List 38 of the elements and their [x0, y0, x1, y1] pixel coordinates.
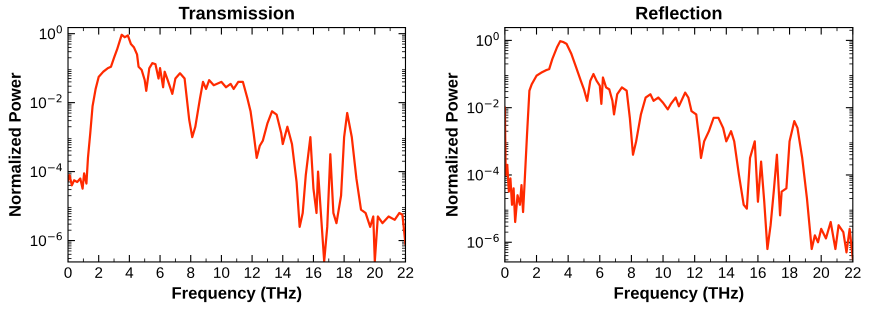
- y-tick-label: 10$^{−6}$: [468, 234, 499, 248]
- x-tick-label: 10: [656, 267, 671, 278]
- x-tick-label: 6: [596, 267, 604, 278]
- x-tick-label: 14: [718, 267, 734, 278]
- x-tick-label: 2: [95, 267, 102, 278]
- x-tick-label: 4: [125, 267, 134, 278]
- y-tick-label: 10$^{0}$: [40, 25, 62, 40]
- x-tick-label: 14: [275, 267, 291, 278]
- y-tick-label: 10$^{−2}$: [468, 99, 498, 114]
- x-tick-label: 18: [782, 267, 798, 278]
- y-axis-title: Normalized Power: [8, 72, 21, 216]
- x-tick-label: 20: [367, 267, 383, 278]
- x-tick-label: 18: [336, 267, 352, 278]
- x-tick-label: 16: [750, 267, 766, 278]
- x-tick-label: 12: [244, 267, 260, 278]
- x-tick-label: 6: [156, 267, 164, 278]
- x-tick-label: 2: [533, 267, 540, 278]
- x-axis-title: Frequency (THz): [614, 286, 744, 302]
- x-axis-title: Frequency (THz): [172, 286, 302, 302]
- x-tick-label: 4: [564, 267, 572, 278]
- x-tick-label: 22: [398, 267, 414, 278]
- y-tick-label: 10$^{−4}$: [468, 166, 499, 181]
- y-tick-label: 10$^{−2}$: [30, 94, 62, 108]
- y-tick-label: 10$^{−4}$: [30, 163, 62, 178]
- x-tick-label: 10: [214, 267, 230, 278]
- x-tick-label: 12: [687, 267, 702, 278]
- x-tick-label: 8: [628, 267, 635, 278]
- x-tick-label: 0: [64, 267, 72, 278]
- y-tick-label: 10$^{0}$: [476, 32, 499, 46]
- x-tick-label: 0: [501, 267, 509, 278]
- y-tick-label: 10$^{−6}$: [30, 232, 62, 246]
- chart-title: Transmission: [178, 6, 294, 20]
- x-tick-label: 8: [187, 267, 194, 278]
- x-tick-label: 16: [306, 267, 322, 278]
- x-tick-label: 20: [813, 267, 830, 278]
- x-tick-label: 22: [845, 267, 861, 278]
- chart-title: Reflection: [636, 6, 722, 20]
- y-axis-title: Normalized Power: [445, 72, 458, 216]
